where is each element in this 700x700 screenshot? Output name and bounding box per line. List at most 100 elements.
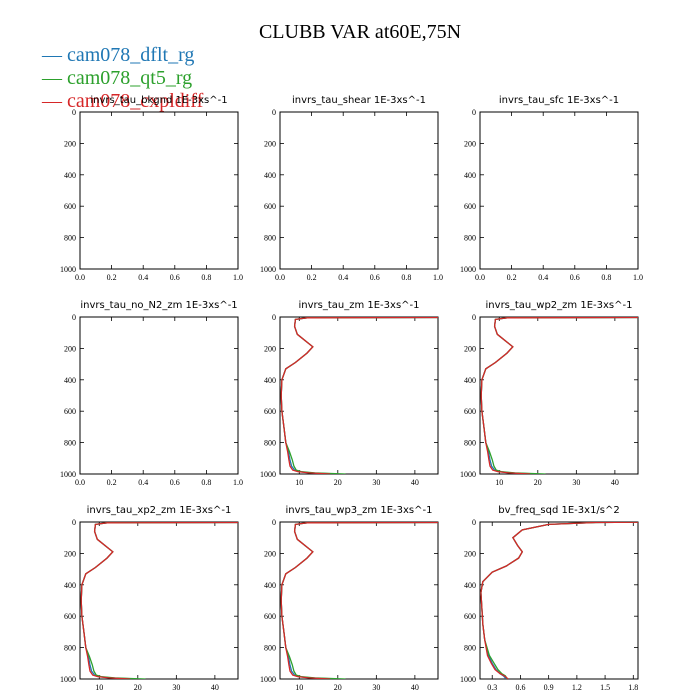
y-tick-label: 0 [472,313,476,322]
panel-title: invrs_tau_xp2_zm 1E-3xs^-1 [87,505,232,516]
x-tick-label: 40 [211,683,219,692]
y-tick-label: 800 [64,644,76,653]
y-tick-label: 400 [264,581,276,590]
x-tick-label: 0.2 [307,273,317,282]
y-tick-label: 200 [264,549,276,558]
y-tick-label: 600 [264,612,276,621]
y-tick-label: 800 [64,234,76,243]
y-tick-label: 400 [464,171,476,180]
panels: invrs_tau_bkgnd 1E-3xs^-1020040060080010… [60,95,643,692]
plot-frame [79,111,239,270]
y-tick-label: 0 [272,313,276,322]
y-tick-label: 200 [64,549,76,558]
plot-frame [479,111,639,270]
y-tick-label: 200 [464,549,476,558]
y-tick-label: 200 [464,344,476,353]
x-tick-label: 1.0 [633,273,643,282]
chart-panel: invrs_tau_wp3_zm 1E-3xs^-1 0 200 400 600 800 1… [260,505,439,692]
y-tick-label: 0 [472,518,476,527]
panel-title: invrs_tau_bkgnd 1E-3xs^-1 [90,95,227,106]
x-tick-label: 10 [95,683,103,692]
x-tick-label: 1.2 [572,683,582,692]
x-tick-label: 10 [295,683,303,692]
y-tick-label: 0 [272,518,276,527]
y-tick-label: 800 [264,439,276,448]
x-tick-label: 20 [334,683,342,692]
x-tick-label: 0.0 [75,478,85,487]
x-tick-label: 30 [372,478,380,487]
x-tick-label: 30 [372,683,380,692]
x-tick-label: 0.6 [515,683,525,692]
x-tick-label: 20 [334,478,342,487]
panel-title: bv_freq_sqd 1E-3x1/s^2 [498,505,620,516]
x-tick-label: 30 [172,683,180,692]
x-tick-label: 20 [134,683,142,692]
y-tick-label: 400 [264,171,276,180]
plot-frame [479,521,639,680]
plot-frame [79,521,239,680]
chart-panel: invrs_tau_wp2_zm 1E-3xs^-1 0 200 400 600 800 1… [460,300,639,487]
y-tick-label: 600 [464,202,476,211]
chart-panel: invrs_tau_no_N2_zm 1E-3xs^-1 0 200 400 600 80… [60,300,243,487]
x-tick-label: 1.0 [433,273,443,282]
y-tick-label: 600 [64,612,76,621]
series-line [280,317,438,474]
series-line [80,522,238,679]
y-tick-label: 1000 [60,675,76,684]
y-tick-label: 200 [264,139,276,148]
x-tick-label: 0.4 [338,273,348,282]
y-tick-label: 800 [264,234,276,243]
y-tick-label: 400 [264,376,276,385]
x-tick-label: 0.4 [138,273,148,282]
y-tick-label: 600 [64,202,76,211]
y-tick-label: 800 [464,234,476,243]
y-tick-label: 600 [264,407,276,416]
y-tick-label: 0 [472,108,476,117]
x-tick-label: 0.2 [107,273,117,282]
panel-title: invrs_tau_sfc 1E-3xs^-1 [499,95,619,106]
x-tick-label: 0.2 [507,273,517,282]
plot-frame [279,521,439,680]
chart-panel: invrs_tau_sfc 1E-3xs^-1 0 200 400 600 800 1000… [460,95,643,282]
panel-title: invrs_tau_no_N2_zm 1E-3xs^-1 [80,300,237,311]
y-tick-label: 0 [272,108,276,117]
panel-title: invrs_tau_shear 1E-3xs^-1 [292,95,426,106]
x-tick-label: 1.0 [233,478,243,487]
y-tick-label: 600 [464,407,476,416]
plot-frame [79,316,239,475]
y-tick-label: 200 [264,344,276,353]
y-tick-label: 1000 [260,470,276,479]
x-tick-label: 10 [495,478,503,487]
plot-frame [479,316,639,475]
legend-entry: — cam078_dflt_rg [41,44,194,66]
y-tick-label: 400 [64,171,76,180]
x-tick-label: 0.8 [401,273,411,282]
y-tick-label: 600 [464,612,476,621]
figure-title: CLUBB VAR at60E,75N [259,21,461,43]
x-tick-label: 0.6 [170,273,180,282]
legend-entry: — cam078_qt5_rg [41,67,192,89]
x-tick-label: 0.6 [370,273,380,282]
x-tick-label: 0.2 [107,478,117,487]
chart-panel: invrs_tau_zm 1E-3xs^-1 0 200 400 600 800 1000 1… [260,300,439,487]
y-tick-label: 0 [72,518,76,527]
x-tick-label: 40 [411,683,419,692]
y-tick-label: 800 [264,644,276,653]
x-tick-label: 0.3 [487,683,497,692]
x-tick-label: 10 [295,478,303,487]
y-tick-label: 1000 [260,265,276,274]
y-tick-label: 1000 [60,265,76,274]
y-tick-label: 600 [264,202,276,211]
x-tick-label: 20 [534,478,542,487]
y-tick-label: 0 [72,108,76,117]
chart-panel: bv_freq_sqd 1E-3x1/s^2 0 200 400 600 800 1000 0… [460,505,639,692]
y-tick-label: 400 [464,581,476,590]
x-tick-label: 0.0 [275,273,285,282]
plot-frame [279,111,439,270]
x-tick-label: 0.8 [601,273,611,282]
y-tick-label: 400 [64,376,76,385]
y-tick-label: 600 [64,407,76,416]
legend-entry: — cam078_cxpldiff [41,90,204,112]
x-tick-label: 1.8 [628,683,638,692]
